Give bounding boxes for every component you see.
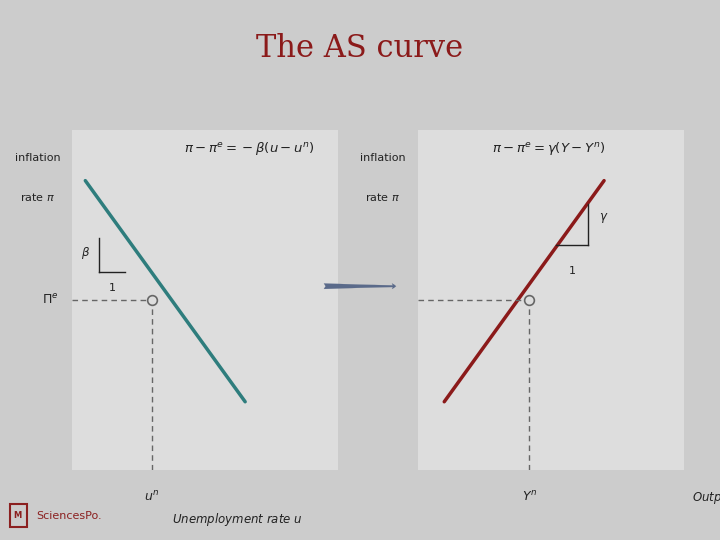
Text: The AS curve: The AS curve [256, 33, 464, 64]
Text: $\pi - \pi^e = \gamma(Y - Y^n)$: $\pi - \pi^e = \gamma(Y - Y^n)$ [492, 140, 606, 157]
Text: SciencesPo.: SciencesPo. [36, 511, 102, 521]
Text: $\beta$: $\beta$ [81, 245, 91, 261]
Text: inflation: inflation [360, 153, 406, 164]
Text: rate $\pi$: rate $\pi$ [20, 191, 55, 203]
Text: inflation: inflation [14, 153, 60, 164]
Text: Unemployment rate $u$: Unemployment rate $u$ [172, 511, 302, 528]
Text: 1: 1 [109, 283, 115, 293]
Text: $u^n$: $u^n$ [144, 490, 160, 504]
Text: $\gamma$: $\gamma$ [599, 211, 608, 225]
Text: $\pi - \pi^e = -\beta(u - u^n)$: $\pi - \pi^e = -\beta(u - u^n)$ [184, 140, 315, 157]
Text: M: M [13, 511, 22, 520]
Text: Output $Y$: Output $Y$ [692, 490, 720, 506]
Text: $\Pi^e$: $\Pi^e$ [42, 293, 59, 307]
Text: 1: 1 [569, 266, 575, 276]
Text: $Y^n$: $Y^n$ [522, 490, 537, 504]
Bar [10, 504, 27, 527]
Text: rate $\pi$: rate $\pi$ [366, 191, 400, 203]
